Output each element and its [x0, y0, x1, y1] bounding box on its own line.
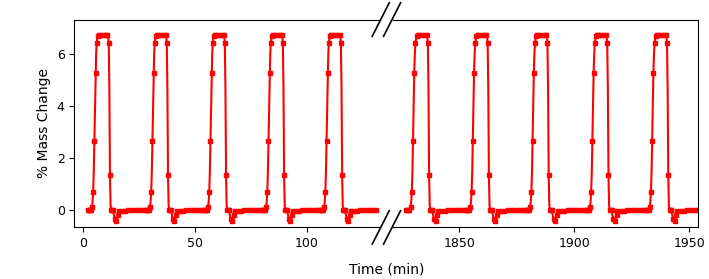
Y-axis label: % Mass Change: % Mass Change — [37, 68, 51, 179]
Text: Time (min): Time (min) — [349, 262, 424, 276]
